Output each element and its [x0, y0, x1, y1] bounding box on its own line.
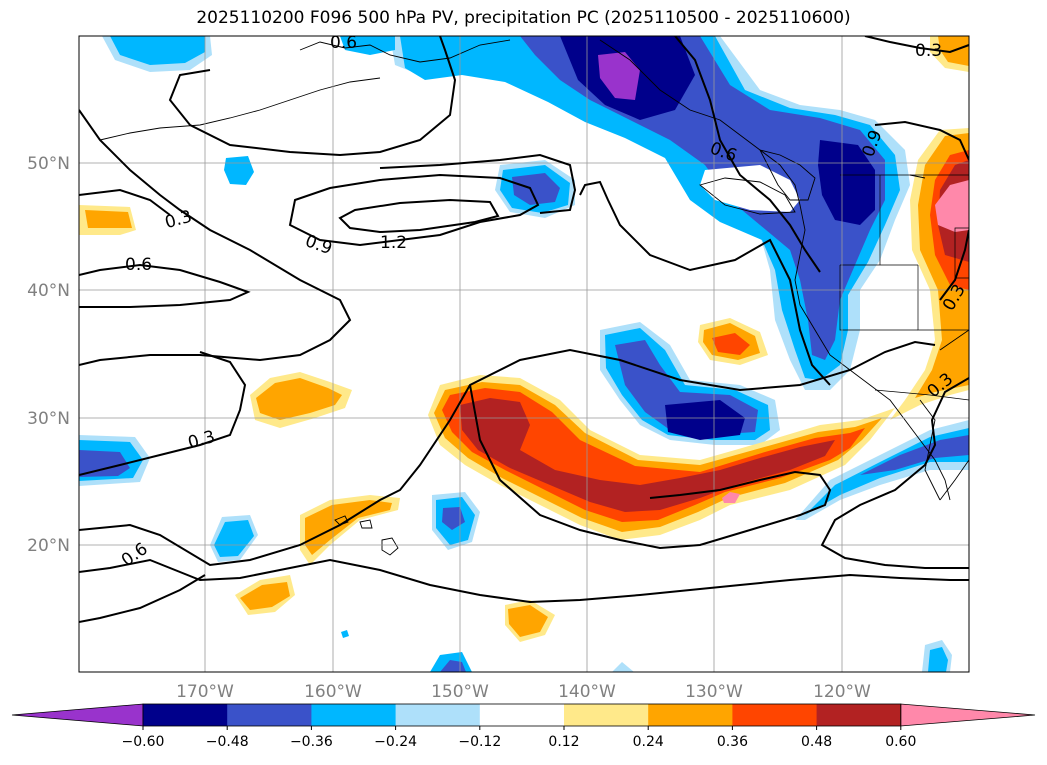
contour-label: 0.3: [915, 41, 942, 61]
lon-label: 160°W: [304, 682, 362, 702]
colorbar-swatch: [395, 704, 481, 726]
lon-label: 140°W: [558, 682, 616, 702]
lat-label: 30°N: [27, 409, 70, 429]
lon-label: 170°W: [176, 682, 234, 702]
contour-0-3-south: [79, 558, 969, 604]
lat-label: 40°N: [27, 281, 70, 301]
colorbar-tick-label: −0.48: [206, 734, 249, 750]
positive-precip-region-coast: [890, 128, 969, 420]
colorbar-swatch: [311, 704, 397, 726]
colorbar-tick-label: −0.24: [374, 734, 417, 750]
contour-0-3-far-west: [79, 109, 352, 366]
positive-precip-region-small: [79, 36, 969, 642]
contour-0-6-west: [79, 263, 251, 308]
negative-precip-region-central: [600, 322, 780, 445]
map-title: 2025110200 F096 500 hPa PV, precipitatio…: [196, 8, 851, 28]
contour-0-6-south: [79, 340, 936, 567]
colorbar-swatch: [732, 704, 818, 726]
lon-label: 150°W: [431, 682, 489, 702]
contour-0-3-coast: [874, 120, 969, 161]
colorbar: [11, 703, 1036, 727]
colorbar-tick-label: −0.12: [458, 734, 501, 750]
contour-1-2: [338, 198, 500, 234]
lat-label: 50°N: [27, 154, 70, 174]
contour-0-9: [288, 173, 540, 247]
map-area: 0.6 0.3 0.3 0.6 0.9 1.2 0.6 0.9 0.3 0.3 …: [79, 33, 969, 672]
colorbar-tick-label: −0.60: [122, 734, 165, 750]
colorbar-tick-label: 0.60: [885, 734, 916, 750]
contour-0-3-lower: [79, 574, 206, 623]
colorbar-tick-label: −0.36: [290, 734, 333, 750]
political-borders: [839, 174, 969, 401]
longitude-labels: 170°W 160°W 150°W 140°W 130°W 120°W: [176, 682, 871, 702]
lon-label: 130°W: [685, 682, 743, 702]
colorbar-swatch: [564, 704, 649, 726]
latitude-labels: 50°N 40°N 30°N 20°N: [27, 154, 70, 556]
colorbar-tick-label: 0.12: [548, 734, 579, 750]
negative-precip-region-gulf-alaska: [390, 36, 910, 390]
contour-0-6-right: [579, 180, 831, 386]
contour-0-6-loop: [379, 153, 577, 214]
contour-0-6-north: [168, 36, 457, 157]
lat-label: 20°N: [27, 536, 70, 556]
contour-0-3-ne2: [939, 229, 969, 301]
colorbar-extend-max: [900, 703, 1036, 727]
colorbar-frame: [142, 703, 902, 727]
colorbar-swatch: [143, 704, 228, 726]
map-frame: [78, 35, 970, 673]
contour-0-6-south2: [469, 384, 832, 550]
colorbar-swatch: [648, 704, 733, 726]
colorbar-swatch: [479, 704, 565, 726]
colorbar-ticks: −0.60 −0.48 −0.36 −0.24 −0.12 0.12 0.24 0.36 0.4…: [122, 726, 916, 750]
contour-0-3-east: [820, 377, 969, 569]
contour-0-3-west-lower: [79, 351, 247, 476]
colorbar-extend-min: [11, 703, 144, 727]
contour-label: 1.2: [380, 233, 407, 253]
pv-contours: [79, 36, 969, 623]
lon-label: 120°W: [813, 682, 871, 702]
contour-0-6-coast: [674, 36, 821, 273]
colorbar-swatch: [816, 704, 902, 726]
colorbar-swatch: [227, 704, 312, 726]
contour-0-3-ne: [864, 36, 969, 54]
contour-label: 0.6: [125, 255, 152, 275]
colorbar-tick-label: 0.24: [633, 734, 664, 750]
contour-label: 0.6: [330, 33, 357, 53]
positive-precip-region-main: [428, 375, 895, 540]
colorbar-tick-label: 0.36: [717, 734, 748, 750]
gridlines: [79, 36, 969, 672]
contour-0-3-far-west2: [79, 188, 171, 216]
colorbar-tick-label: 0.48: [801, 734, 832, 750]
